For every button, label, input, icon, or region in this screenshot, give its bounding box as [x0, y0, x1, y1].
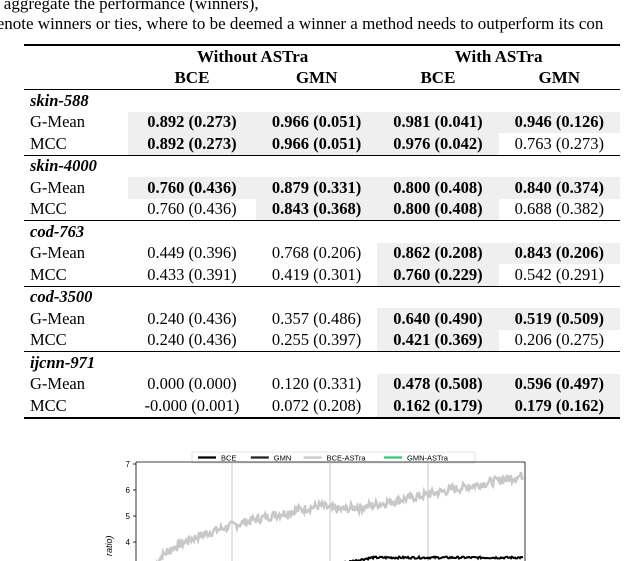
dataset-name: cod-763 — [24, 220, 620, 243]
value-cell: 0.162 (0.179) — [377, 395, 499, 418]
y-axis-label: ratio) — [104, 535, 114, 556]
results-table: Without ASTra With ASTra BCE GMN BCE GMN… — [24, 44, 620, 419]
series-gmn — [344, 554, 524, 561]
metric-row: MCC 0.892 (0.273) 0.966 (0.051) 0.976 (0.04… — [24, 133, 620, 155]
value-cell: 0.763 (0.273) — [514, 133, 604, 153]
metric-label: MCC — [30, 199, 67, 219]
metric-row: G-Mean 0.449 (0.396) 0.768 (0.206) 0.862 (0… — [24, 242, 620, 264]
metric-label: G-Mean — [30, 243, 85, 263]
value-cell: 0.688 (0.382) — [514, 199, 604, 219]
metric-row: MCC 0.240 (0.436) 0.255 (0.397) 0.421 (0.36… — [24, 329, 620, 352]
figure-caption: e aggregate the performance (winners), l… — [0, 0, 640, 34]
value-cell: 0.478 (0.508) — [377, 373, 499, 395]
metric-row: MCC 0.760 (0.436) 0.843 (0.368) 0.800 (0.40… — [24, 198, 620, 221]
col-header-bce-astra: BCE — [420, 68, 456, 88]
metric-label: G-Mean — [30, 112, 85, 132]
metric-row: G-Mean 0.760 (0.436) 0.879 (0.331) 0.800 (0… — [24, 177, 620, 199]
legend-label: BCE — [221, 454, 236, 463]
value-cell: -0.000 (0.001) — [144, 395, 240, 415]
col-header-gmn-astra: GMN — [538, 68, 581, 88]
series-bce-astra — [156, 471, 525, 561]
chart-series — [156, 471, 525, 561]
value-cell: 0.966 (0.051) — [255, 111, 378, 133]
metric-row: G-Mean 0.000 (0.000) 0.120 (0.331) 0.478 (0… — [24, 373, 620, 395]
metric-label: MCC — [30, 133, 67, 153]
value-cell: 0.240 (0.436) — [147, 308, 237, 328]
legend-label: GMN — [274, 454, 292, 463]
value-cell: 0.768 (0.206) — [271, 243, 362, 263]
value-cell: 0.640 (0.490) — [377, 308, 499, 330]
col-header-bce: BCE — [174, 68, 210, 88]
value-cell: 0.449 (0.396) — [147, 243, 237, 263]
metric-label: G-Mean — [30, 374, 85, 394]
value-cell: 0.419 (0.301) — [271, 264, 362, 284]
metric-row: MCC -0.000 (0.001) 0.072 (0.208) 0.162 (0.1… — [24, 395, 620, 418]
value-cell: 0.981 (0.041) — [377, 111, 499, 133]
value-cell: 0.879 (0.331) — [255, 177, 378, 199]
value-cell: 0.800 (0.408) — [377, 198, 499, 221]
value-cell: 0.760 (0.436) — [147, 199, 237, 219]
metric-row: G-Mean 0.240 (0.436) 0.357 (0.486) 0.640 (0… — [24, 308, 620, 330]
dataset-row: cod-763 — [24, 220, 620, 243]
group-header-without: Without ASTra — [128, 44, 378, 68]
value-cell: 0.596 (0.497) — [498, 373, 620, 395]
caption-line-2: lenote winners or ties, where to be deem… — [0, 14, 604, 33]
dataset-name: skin-588 — [24, 89, 620, 112]
metric-label: MCC — [30, 264, 67, 284]
value-cell: 0.421 (0.369) — [377, 329, 499, 352]
dataset-name: cod-3500 — [24, 285, 620, 308]
dataset-row: cod-3500 — [24, 285, 620, 308]
value-cell: 0.120 (0.331) — [271, 374, 362, 394]
metric-label: MCC — [30, 330, 67, 350]
y-tick-label: 4 — [126, 538, 131, 547]
results-body: skin-588 G-Mean 0.892 (0.273) 0.966 (0.051)… — [24, 89, 620, 418]
group-header-with: With ASTra — [377, 44, 620, 68]
metric-label: G-Mean — [30, 177, 85, 197]
value-cell: 0.519 (0.509) — [498, 308, 620, 330]
value-cell: 0.966 (0.051) — [255, 133, 378, 155]
value-cell: 0.760 (0.229) — [377, 264, 499, 286]
value-cell: 0.542 (0.291) — [514, 264, 604, 284]
value-cell: 0.760 (0.436) — [128, 177, 256, 199]
value-cell: 0.892 (0.273) — [128, 133, 256, 155]
caption-line-1: e aggregate the performance (winners), — [0, 0, 259, 13]
value-cell: 0.255 (0.397) — [271, 330, 362, 350]
value-cell: 0.976 (0.042) — [377, 133, 499, 155]
value-cell: 0.179 (0.162) — [498, 395, 620, 418]
y-tick-label: 7 — [126, 460, 131, 469]
legend-label: GMN-ASTra — [407, 454, 449, 463]
metric-label: MCC — [30, 395, 67, 415]
value-cell: 0.800 (0.408) — [377, 177, 499, 199]
chart-axes: 34567ratio) — [104, 460, 526, 561]
value-cell: 0.240 (0.436) — [147, 330, 237, 350]
y-tick-label: 5 — [126, 512, 131, 521]
value-cell: 0.946 (0.126) — [498, 111, 620, 133]
value-cell: 0.862 (0.208) — [377, 242, 499, 264]
value-cell: 0.843 (0.206) — [498, 242, 620, 264]
y-tick-label: 6 — [126, 486, 131, 495]
value-cell: 0.357 (0.486) — [271, 308, 362, 328]
value-cell: 0.206 (0.275) — [514, 330, 604, 350]
metric-row: MCC 0.433 (0.391) 0.419 (0.301) 0.760 (0.22… — [24, 264, 620, 286]
chart-legend: BCE GMN BCE-ASTra GMN-ASTra — [191, 451, 476, 464]
value-cell: 0.433 (0.391) — [147, 264, 237, 284]
value-cell: 0.892 (0.273) — [128, 111, 256, 133]
value-cell: 0.072 (0.208) — [271, 395, 362, 415]
dataset-row: skin-4000 — [24, 154, 620, 177]
value-cell: 0.840 (0.374) — [498, 177, 620, 199]
metric-label: G-Mean — [30, 308, 85, 328]
dataset-name: ijcnn-971 — [24, 351, 620, 374]
legend-label: BCE-ASTra — [327, 454, 367, 463]
dataset-row: ijcnn-971 — [24, 351, 620, 374]
legend-box — [191, 451, 476, 464]
value-cell: 0.000 (0.000) — [147, 374, 237, 394]
corner-cell — [24, 44, 128, 68]
metric-row: G-Mean 0.892 (0.273) 0.966 (0.051) 0.981 (0… — [24, 111, 620, 133]
dataset-name: skin-4000 — [24, 154, 620, 177]
col-header-gmn: GMN — [295, 68, 338, 88]
dataset-row: skin-588 — [24, 89, 620, 112]
corner-cell-2 — [24, 68, 128, 90]
value-cell: 0.843 (0.368) — [255, 198, 378, 221]
